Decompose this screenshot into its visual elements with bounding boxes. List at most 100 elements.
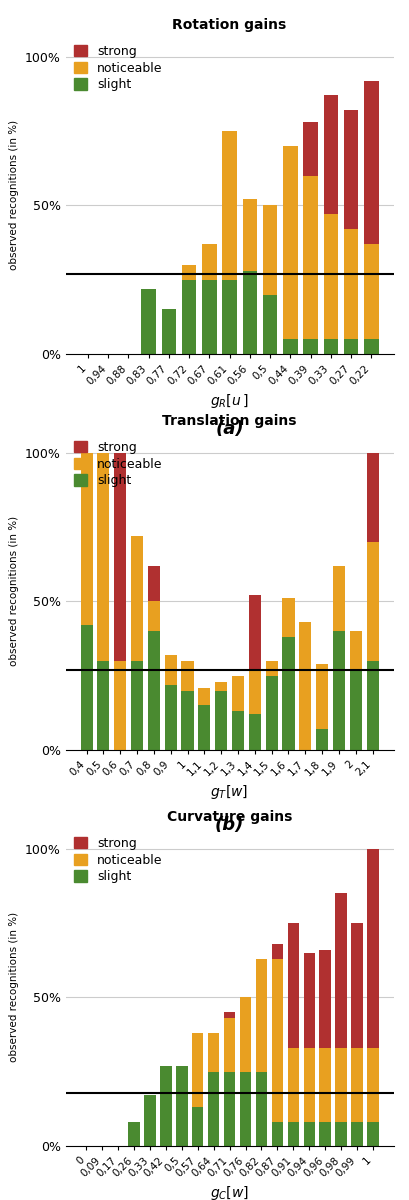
Bar — [148, 565, 160, 601]
X-axis label: $g_T[w]$: $g_T[w]$ — [210, 784, 248, 802]
Bar — [319, 950, 330, 1048]
Bar — [323, 96, 337, 215]
Bar — [262, 294, 277, 354]
Bar — [144, 1096, 155, 1146]
Text: (b): (b) — [214, 816, 244, 834]
Bar — [181, 265, 196, 280]
Title: Rotation gains: Rotation gains — [172, 18, 286, 32]
Bar — [161, 310, 176, 354]
Bar — [191, 1108, 203, 1146]
Bar — [287, 1048, 298, 1122]
Title: Translation gains: Translation gains — [162, 414, 296, 428]
Bar — [202, 280, 216, 354]
Bar — [351, 923, 362, 1048]
Y-axis label: observed recognitions (in %): observed recognitions (in %) — [9, 120, 19, 270]
Bar — [242, 271, 256, 354]
Bar — [271, 959, 283, 1122]
Bar — [323, 340, 337, 354]
Bar — [363, 244, 378, 340]
Bar — [222, 280, 236, 354]
Bar — [160, 1066, 171, 1146]
Bar — [198, 706, 210, 750]
Bar — [164, 655, 176, 685]
Bar — [80, 625, 92, 750]
Bar — [319, 1048, 330, 1122]
Bar — [343, 229, 357, 340]
Bar — [202, 244, 216, 280]
Bar — [287, 923, 298, 1048]
Bar — [303, 175, 317, 340]
Legend: strong, noticeable, slight: strong, noticeable, slight — [72, 834, 164, 886]
Bar — [141, 289, 155, 354]
Title: Curvature gains: Curvature gains — [166, 810, 292, 824]
Bar — [351, 1122, 362, 1146]
Bar — [181, 280, 196, 354]
Bar — [130, 661, 143, 750]
Bar — [222, 131, 236, 280]
Bar — [271, 944, 283, 959]
Bar — [335, 893, 346, 1048]
Bar — [335, 1048, 346, 1122]
Bar — [343, 340, 357, 354]
Bar — [366, 542, 378, 661]
Bar — [349, 631, 361, 670]
Bar — [207, 1072, 219, 1146]
Bar — [215, 690, 227, 750]
Bar — [303, 1048, 314, 1122]
Bar — [114, 661, 126, 750]
Bar — [265, 661, 277, 676]
Bar — [130, 536, 143, 661]
Bar — [97, 661, 109, 750]
Bar — [287, 1122, 298, 1146]
Bar — [148, 601, 160, 631]
Bar — [366, 661, 378, 750]
Bar — [255, 1072, 267, 1146]
Bar — [282, 599, 294, 637]
Bar — [255, 959, 267, 1072]
Bar — [363, 340, 378, 354]
Bar — [191, 1033, 203, 1108]
Bar — [148, 631, 160, 750]
Bar — [315, 730, 328, 750]
Bar — [164, 685, 176, 750]
Bar — [207, 1033, 219, 1072]
Y-axis label: observed recognitions (in %): observed recognitions (in %) — [9, 516, 19, 666]
Bar — [223, 1072, 235, 1146]
Bar — [282, 340, 297, 354]
Bar — [282, 146, 297, 340]
Bar — [114, 452, 126, 661]
Bar — [181, 661, 193, 690]
Bar — [315, 664, 328, 730]
Bar — [265, 676, 277, 750]
Bar — [319, 1122, 330, 1146]
Bar — [366, 452, 378, 542]
Bar — [343, 110, 357, 229]
Bar — [128, 1122, 139, 1146]
Bar — [335, 1122, 346, 1146]
Bar — [282, 637, 294, 750]
Bar — [303, 122, 317, 175]
Bar — [231, 676, 243, 712]
Bar — [363, 80, 378, 244]
Bar — [223, 1019, 235, 1072]
Bar — [248, 670, 260, 714]
Bar — [366, 1048, 378, 1122]
Bar — [239, 997, 251, 1072]
Bar — [323, 215, 337, 340]
Bar — [223, 1013, 235, 1019]
Bar — [351, 1048, 362, 1122]
Legend: strong, noticeable, slight: strong, noticeable, slight — [72, 438, 164, 490]
Bar — [303, 953, 314, 1048]
Bar — [303, 1122, 314, 1146]
Bar — [97, 452, 109, 661]
Bar — [303, 340, 317, 354]
Text: (a): (a) — [215, 420, 243, 438]
Bar — [271, 1122, 283, 1146]
Y-axis label: observed recognitions (in %): observed recognitions (in %) — [9, 912, 19, 1062]
Legend: strong, noticeable, slight: strong, noticeable, slight — [72, 42, 164, 94]
Bar — [332, 565, 344, 631]
Bar — [175, 1066, 187, 1146]
Bar — [262, 205, 277, 294]
Bar — [349, 670, 361, 750]
Bar — [181, 690, 193, 750]
